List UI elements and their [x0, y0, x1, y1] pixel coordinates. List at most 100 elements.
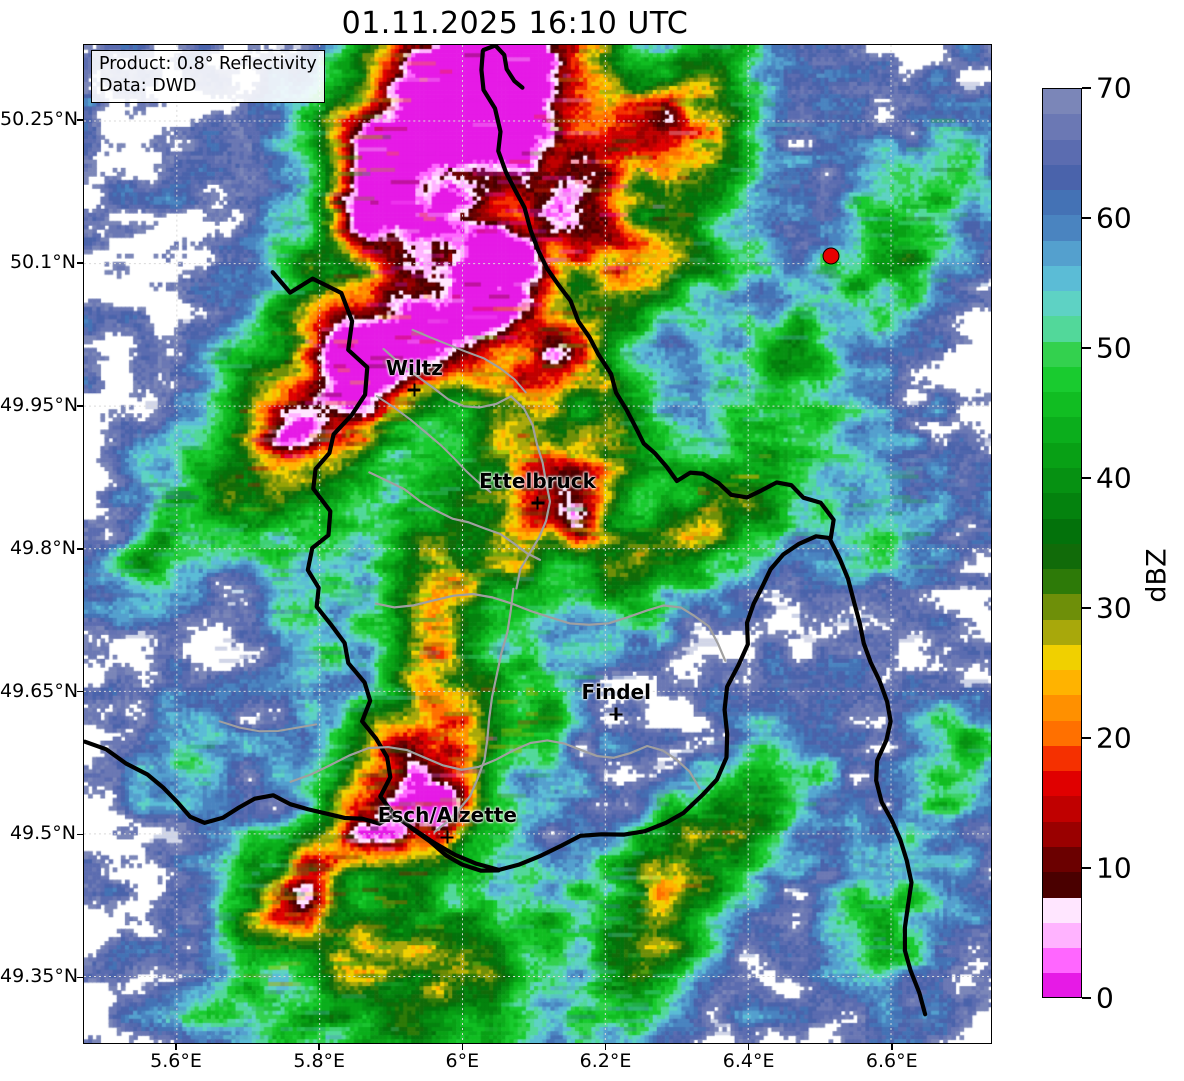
colorbar-segment	[1043, 417, 1081, 443]
colorbar-tick-label: 40	[1096, 461, 1132, 495]
colorbar-tick-mark	[1082, 737, 1091, 739]
y-axis-tick-mark	[77, 262, 83, 264]
colorbar-segment	[1043, 89, 1081, 115]
colorbar-tick-mark	[1082, 997, 1091, 999]
internal-boundary-6	[375, 395, 492, 494]
colorbar-tick-mark	[1082, 347, 1091, 349]
colorbar-segment	[1043, 948, 1081, 974]
colorbar-segment	[1043, 316, 1081, 342]
colorbar-tick-mark	[1082, 867, 1091, 869]
x-axis-tick-mark	[604, 1044, 607, 1050]
x-axis-tick-mark	[175, 1044, 177, 1050]
x-axis-tick-mark	[890, 1044, 893, 1050]
x-axis-tick-label: 6.6°E	[865, 1050, 918, 1072]
national-border-north	[481, 45, 525, 90]
colorbar-segment	[1043, 265, 1081, 292]
x-axis-tick-mark	[461, 1044, 464, 1050]
colorbar-segment	[1043, 291, 1081, 317]
x-axis-tick-mark	[318, 1044, 320, 1050]
colorbar-tick-mark	[1082, 607, 1091, 609]
colorbar-tick-mark	[1082, 477, 1091, 479]
y-axis-tick-mark	[77, 833, 83, 836]
x-axis-tick-mark	[747, 1044, 750, 1050]
colorbar-segment	[1043, 872, 1081, 898]
colorbar-segment	[1043, 846, 1081, 873]
national-border-south	[409, 826, 501, 873]
colorbar-segment	[1043, 442, 1081, 468]
colorbar-tick-label: 30	[1096, 591, 1132, 625]
national-border-luxembourg	[270, 48, 836, 872]
colorbar-tick-label: 50	[1096, 331, 1132, 365]
y-axis-tick-mark	[77, 119, 83, 121]
colorbar-segment	[1043, 190, 1081, 216]
colorbar-tick-label: 60	[1096, 201, 1132, 235]
colorbar-segment	[1043, 467, 1081, 494]
colorbar-segment	[1043, 720, 1081, 746]
colorbar-segment	[1043, 366, 1081, 393]
colorbar-segment	[1043, 518, 1081, 544]
y-axis-tick-label: 50.25°N	[0, 108, 79, 131]
radar-reflectivity-canvas	[84, 45, 991, 1043]
national-border-east	[827, 537, 928, 1017]
colorbar-tick-label: 70	[1096, 71, 1132, 105]
colorbar-segment	[1043, 493, 1081, 519]
colorbar-segment	[1043, 114, 1081, 140]
colorbar-tick-mark	[1082, 87, 1091, 89]
y-axis-tick-label: 50.1°N	[9, 251, 76, 274]
colorbar-segment	[1043, 240, 1081, 266]
colorbar-segment	[1043, 973, 1081, 997]
colorbar-segment	[1043, 897, 1081, 923]
colorbar-segment	[1043, 569, 1081, 595]
internal-boundary-8	[218, 720, 318, 733]
colorbar-tick-label: 0	[1096, 981, 1114, 1015]
colorbar-tick-label: 20	[1096, 721, 1132, 755]
colorbar-tick-label: 10	[1096, 851, 1132, 885]
x-axis-tick-label: 6.4°E	[722, 1050, 775, 1072]
colorbar-segment	[1043, 392, 1081, 418]
y-axis-tick-label: 49.65°N	[0, 679, 79, 702]
internal-boundary-2	[368, 471, 542, 561]
x-axis-tick-label: 5.8°E	[293, 1050, 346, 1072]
y-axis-tick-label: 49.35°N	[0, 965, 79, 988]
colorbar-segment	[1043, 215, 1081, 241]
map-overlay	[84, 45, 991, 1043]
colorbar-segment	[1043, 695, 1081, 721]
internal-boundary-3	[374, 592, 727, 662]
internal-boundary-5	[433, 587, 515, 834]
info-product: Product: 0.8° Reflectivity	[99, 54, 317, 74]
colorbar-segment	[1043, 619, 1081, 645]
y-axis-tick-label: 49.95°N	[0, 393, 79, 416]
product-info-box: Product: 0.8° Reflectivity Data: DWD	[91, 50, 325, 103]
colorbar-segment	[1043, 594, 1081, 620]
colorbar-segment	[1043, 771, 1081, 797]
internal-boundary-1	[382, 347, 552, 590]
colorbar-segment	[1043, 341, 1081, 367]
internal-boundary-4	[289, 739, 701, 790]
colorbar-segment	[1043, 821, 1081, 847]
x-axis-tick-label: 5.6°E	[150, 1050, 202, 1072]
internal-boundary-7	[411, 328, 527, 394]
colorbar-label: dBZ	[1141, 548, 1173, 603]
colorbar-segment	[1043, 796, 1081, 822]
colorbar-tick-mark	[1082, 217, 1091, 219]
y-axis-tick-mark	[77, 690, 83, 693]
y-axis-tick-label: 49.8°N	[9, 536, 76, 559]
y-axis-tick-label: 49.5°N	[9, 822, 76, 845]
radar-plot-area[interactable]	[83, 44, 992, 1044]
colorbar-segment	[1043, 745, 1081, 772]
page-title: 01.11.2025 16:10 UTC	[341, 6, 689, 41]
colorbar-segment	[1043, 164, 1081, 191]
colorbar	[1042, 88, 1082, 998]
national-border-west	[84, 739, 398, 826]
info-data-source: Data: DWD	[99, 75, 197, 96]
radar-site-dot	[822, 247, 840, 265]
colorbar-segment	[1043, 139, 1081, 165]
y-axis-tick-mark	[77, 976, 83, 979]
y-axis-tick-mark	[77, 405, 83, 407]
y-axis-tick-mark	[77, 547, 83, 550]
colorbar-segment	[1043, 670, 1081, 696]
colorbar-segment	[1043, 922, 1081, 949]
x-axis-tick-label: 6°E	[445, 1050, 480, 1072]
x-axis-tick-label: 6.2°E	[579, 1050, 632, 1072]
